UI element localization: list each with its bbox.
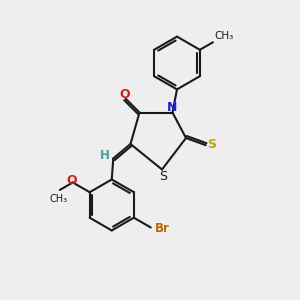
Text: S: S	[160, 169, 167, 183]
Text: Br: Br	[155, 223, 170, 236]
Text: S: S	[207, 138, 216, 151]
Text: CH₃: CH₃	[49, 194, 68, 204]
Text: CH₃: CH₃	[214, 31, 234, 41]
Text: O: O	[66, 175, 76, 188]
Text: H: H	[100, 149, 110, 162]
Text: O: O	[119, 88, 130, 101]
Text: N: N	[167, 100, 178, 114]
